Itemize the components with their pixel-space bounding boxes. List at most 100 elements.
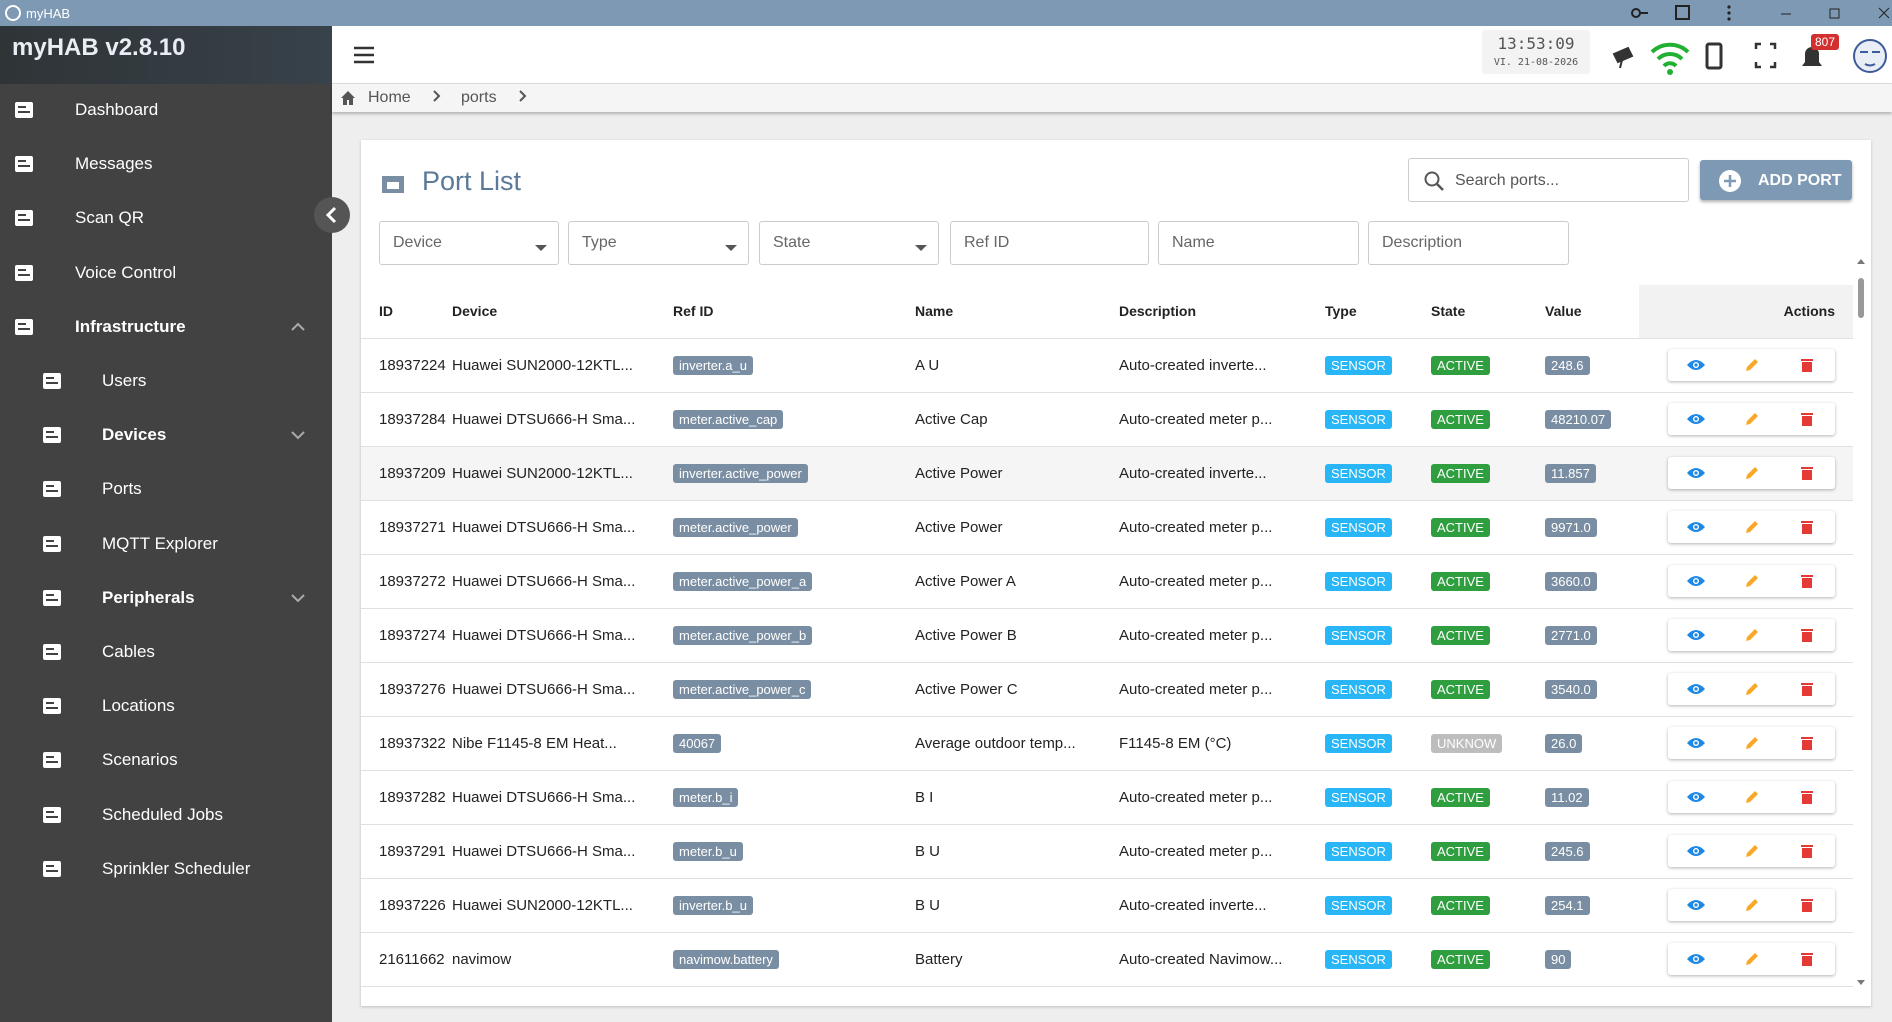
delete-button[interactable]	[1779, 457, 1835, 489]
chip: 248.6	[1545, 355, 1590, 375]
table-cell: ACTIVE	[1431, 932, 1545, 987]
menu-item[interactable]: Scan QR	[0, 191, 332, 245]
filter-field[interactable]: Ref ID	[950, 221, 1149, 265]
actions-cell	[1639, 446, 1853, 501]
edit-button[interactable]	[1724, 673, 1780, 705]
edit-button[interactable]	[1724, 727, 1780, 759]
menu-toggle[interactable]	[352, 44, 378, 66]
table-row[interactable]: 18937271 Huawei DTSU666-H Sma... meter.act…	[361, 500, 1853, 555]
menu-item[interactable]: Cables	[0, 625, 332, 679]
edit-button[interactable]	[1724, 889, 1780, 921]
delete-button[interactable]	[1779, 727, 1835, 759]
edit-button[interactable]	[1724, 619, 1780, 651]
menu-item[interactable]: Scheduled Jobs	[0, 788, 332, 842]
table-row[interactable]: 18937282 Huawei DTSU666-H Sma... meter.b_i…	[361, 770, 1853, 825]
view-button[interactable]	[1668, 511, 1724, 543]
chip: navimow.battery	[673, 949, 779, 969]
menu-item[interactable]: MQTT Explorer	[0, 517, 332, 571]
clock-time: 13:53:09	[1497, 34, 1575, 53]
filter-field[interactable]: Description	[1368, 221, 1569, 265]
delete-button[interactable]	[1779, 403, 1835, 435]
filter-label: Type	[582, 234, 617, 251]
cell-text: Auto-created meter p...	[1119, 680, 1273, 698]
add-port-button[interactable]: ADD PORT	[1700, 160, 1852, 200]
menu-item[interactable]: Voice Control	[0, 246, 332, 300]
filter-field[interactable]: Type	[568, 221, 749, 265]
menu-item[interactable]: Scenarios	[0, 733, 332, 787]
table-row[interactable]: 18937226 Huawei SUN2000-12KTL... inverter.…	[361, 878, 1853, 933]
table-cell: 248.6	[1545, 338, 1639, 393]
filter-label: Description	[1382, 234, 1463, 251]
menu-item[interactable]: Peripherals	[0, 571, 332, 625]
window-controls[interactable]	[1620, 3, 1892, 23]
view-button[interactable]	[1668, 781, 1724, 813]
scrollbar[interactable]	[1856, 258, 1866, 988]
menu-icon	[40, 369, 64, 393]
delete-button[interactable]	[1779, 889, 1835, 921]
table-row[interactable]: 18937291 Huawei DTSU666-H Sma... meter.b_u…	[361, 824, 1853, 879]
menu-item[interactable]: Infrastructure	[0, 300, 332, 354]
menu-label: Dashboard	[75, 100, 159, 119]
cell-text: Active Cap	[915, 410, 988, 428]
filter-label: State	[773, 234, 811, 251]
breadcrumb-item[interactable]: Home	[368, 89, 411, 106]
chip: meter.active_cap	[673, 409, 784, 429]
menu-icon	[40, 694, 64, 718]
table-row[interactable]: 18937276 Huawei DTSU666-H Sma... meter.act…	[361, 662, 1853, 717]
delete-button[interactable]	[1779, 943, 1835, 975]
menu-item[interactable]: Devices	[0, 408, 332, 462]
table-row[interactable]: 18937274 Huawei DTSU666-H Sma... meter.act…	[361, 608, 1853, 663]
view-button[interactable]	[1668, 673, 1724, 705]
view-button[interactable]	[1668, 727, 1724, 759]
view-button[interactable]	[1668, 457, 1724, 489]
edit-button[interactable]	[1724, 781, 1780, 813]
view-button[interactable]	[1668, 835, 1724, 867]
edit-button[interactable]	[1724, 835, 1780, 867]
filter-field[interactable]: State	[759, 221, 939, 265]
view-button[interactable]	[1668, 889, 1724, 921]
delete-button[interactable]	[1779, 619, 1835, 651]
menu-item[interactable]: Ports	[0, 462, 332, 516]
table-cell: 18937291	[361, 824, 452, 879]
edit-button[interactable]	[1724, 403, 1780, 435]
chip: SENSOR	[1325, 355, 1392, 375]
table-row[interactable]: 18937272 Huawei DTSU666-H Sma... meter.act…	[361, 554, 1853, 609]
edit-button[interactable]	[1724, 565, 1780, 597]
delete-button[interactable]	[1779, 511, 1835, 543]
status-icons[interactable]	[1610, 34, 1892, 78]
edit-button[interactable]	[1724, 349, 1780, 381]
table-cell: ACTIVE	[1431, 554, 1545, 609]
filter-field[interactable]: Name	[1158, 221, 1359, 265]
menu-item[interactable]: Locations	[0, 679, 332, 733]
view-button[interactable]	[1668, 943, 1724, 975]
view-button[interactable]	[1668, 565, 1724, 597]
edit-button[interactable]	[1724, 511, 1780, 543]
menu-item[interactable]: Dashboard	[0, 83, 332, 137]
edit-button[interactable]	[1724, 943, 1780, 975]
add-icon	[1719, 170, 1741, 192]
chip: ACTIVE	[1431, 895, 1490, 915]
delete-button[interactable]	[1779, 565, 1835, 597]
table-cell: ACTIVE	[1431, 392, 1545, 447]
table-row[interactable]: 18937284 Huawei DTSU666-H Sma... meter.act…	[361, 392, 1853, 447]
table-row[interactable]: 18937322 Nibe F1145-8 EM Heat... 40067 Aver…	[361, 716, 1853, 771]
menu-item[interactable]: Messages	[0, 137, 332, 191]
view-button[interactable]	[1668, 349, 1724, 381]
delete-button[interactable]	[1779, 349, 1835, 381]
filter-field[interactable]: Device	[379, 221, 559, 265]
delete-button[interactable]	[1779, 835, 1835, 867]
table-row[interactable]: 21611662 navimow navimow.battery Battery Aut…	[361, 932, 1853, 987]
table-row[interactable]: 18937224 Huawei SUN2000-12KTL... inverter.…	[361, 338, 1853, 393]
clock: 13:53:09 VI. 21-08-2026	[1482, 30, 1590, 74]
view-button[interactable]	[1668, 619, 1724, 651]
search-box[interactable]: Search ports...	[1408, 158, 1689, 202]
collapse-sidebar-button[interactable]	[313, 196, 351, 234]
delete-button[interactable]	[1779, 673, 1835, 705]
view-button[interactable]	[1668, 403, 1724, 435]
breadcrumb-item[interactable]: ports	[461, 89, 497, 106]
edit-button[interactable]	[1724, 457, 1780, 489]
delete-button[interactable]	[1779, 781, 1835, 813]
menu-item[interactable]: Users	[0, 354, 332, 408]
menu-item[interactable]: Sprinkler Scheduler	[0, 842, 332, 896]
table-row[interactable]: 18937209 Huawei SUN2000-12KTL... inverter.…	[361, 446, 1853, 501]
